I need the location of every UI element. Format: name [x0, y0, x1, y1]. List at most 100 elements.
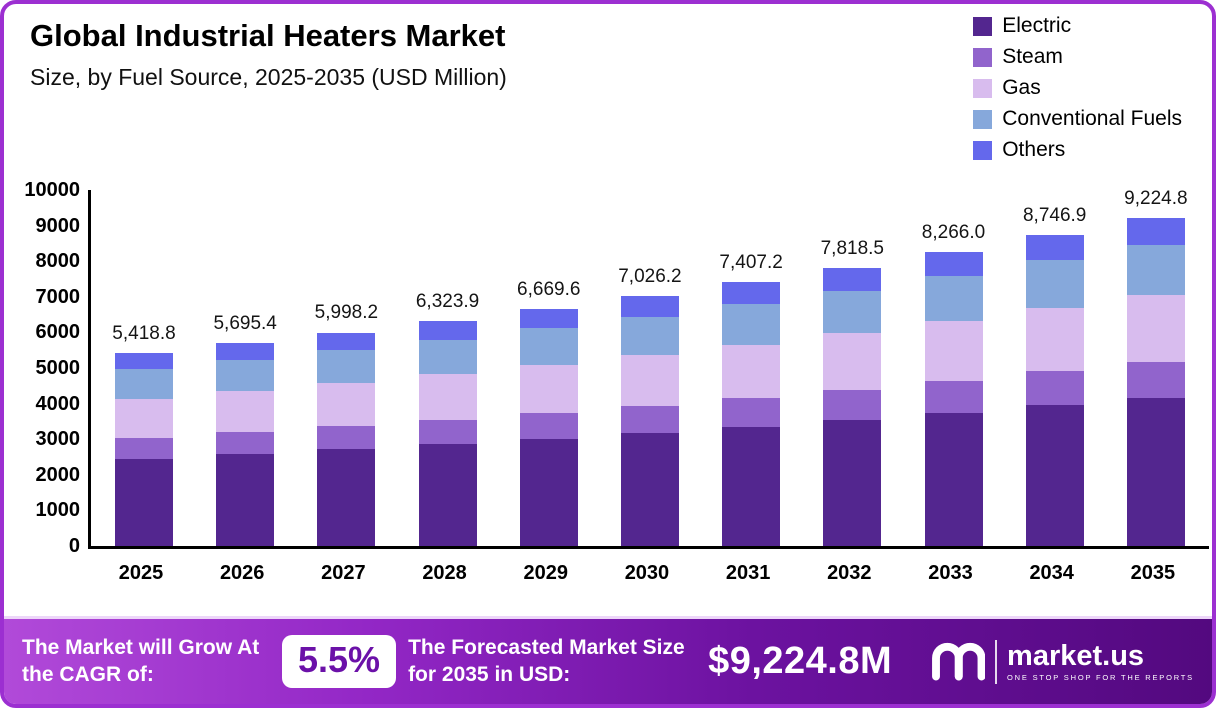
bar-segment-gas [620, 354, 679, 406]
bar-segment-conventional-fuels [1126, 244, 1185, 296]
legend-item-steam: Steam [973, 45, 1182, 69]
y-axis: 0 1000 2000 3000 4000 5000 6000 7000 8000 9000 100… [24, 179, 84, 557]
bar-segment-electric [519, 438, 578, 546]
bar-segment-gas [823, 333, 882, 390]
bar-segment-gas [722, 344, 781, 399]
bar-group-2033: 8,266.0 [922, 190, 985, 546]
bar-segment-gas [418, 374, 477, 420]
bar-segment-steam [418, 419, 477, 445]
bar-total-label: 9,224.8 [1124, 187, 1188, 209]
bar-group-2026: 5,695.4 [213, 190, 277, 546]
bar-total-label: 6,323.9 [415, 290, 480, 312]
bar-total-label: 8,746.9 [1022, 204, 1087, 226]
x-axis-label: 2032 [827, 562, 872, 584]
bar-group-2031: 7,407.2 [719, 190, 783, 546]
y-tick-label: 1000 [35, 499, 81, 522]
bar-segment-steam [924, 380, 983, 413]
bar-segment-electric [823, 420, 882, 546]
forecast-text: The Forecasted Market Size for 2035 in U… [408, 636, 685, 686]
bar-segment-gas [924, 321, 983, 381]
forecast-value: $9,224.8M [708, 640, 893, 682]
bars: 5,418.8 5,695.4 5,998.2 6,323.9 6,669.6 7,026… [91, 187, 1209, 546]
bar-total-label: 6,669.6 [517, 278, 581, 300]
bar-segment-steam [519, 412, 578, 439]
stacked-bar [620, 295, 679, 546]
bar-total-label: 7,818.5 [820, 237, 885, 259]
bar-segment-others [620, 295, 679, 317]
bar-group-2034: 8,746.9 [1022, 190, 1087, 546]
legend-swatch-icon [973, 140, 993, 160]
bar-segment-others [1025, 234, 1084, 261]
stacked-bar [924, 251, 983, 546]
bar-segment-conventional-fuels [722, 304, 781, 345]
y-tick-label: 4000 [35, 392, 81, 415]
stacked-bar [115, 353, 173, 546]
y-tick-label: 9000 [35, 214, 81, 237]
plot-area: 5,418.8 5,695.4 5,998.2 6,323.9 6,669.6 7,026… [88, 187, 1209, 549]
x-axis: 2025 2026 2027 2028 2029 2030 2031 2032 2033 2034… [88, 562, 1206, 585]
bar-group-2028: 6,323.9 [415, 190, 480, 546]
bar-segment-electric [115, 458, 173, 546]
bar-group-2035: 9,224.8 [1124, 187, 1188, 546]
bar-segment-steam [620, 405, 679, 433]
market-us-logo-icon [929, 637, 986, 686]
x-axis-label: 2029 [523, 562, 569, 584]
brand-divider [995, 639, 998, 684]
legend-item-conventional-fuels: Conventional Fuels [973, 107, 1182, 131]
stacked-bar [823, 267, 882, 546]
bar-segment-steam [115, 437, 173, 459]
footer-banner: The Market will Grow At the CAGR of: 5.5… [4, 616, 1212, 704]
stacked-bar [519, 308, 578, 546]
stacked-bar [1126, 217, 1185, 546]
bar-segment-gas [1126, 295, 1185, 362]
page-title: Global Industrial Heaters Market [30, 18, 506, 53]
bar-segment-gas [216, 391, 275, 433]
bar-group-2025: 5,418.8 [112, 190, 176, 546]
bar-segment-electric [418, 444, 477, 546]
y-tick-label: 6000 [35, 321, 81, 344]
bar-group-2032: 7,818.5 [820, 190, 885, 546]
bar-segment-conventional-fuels [418, 339, 477, 375]
legend-label: Conventional Fuels [1002, 107, 1182, 130]
x-axis-label: 2030 [624, 562, 670, 584]
bar-segment-steam [823, 389, 882, 421]
bar-total-label: 5,418.8 [112, 323, 176, 345]
y-tick-label: 7000 [35, 285, 81, 308]
bar-segment-others [519, 308, 578, 329]
legend-swatch-icon [973, 109, 993, 129]
bar-segment-electric [620, 432, 679, 546]
stacked-bar [216, 343, 275, 546]
legend-swatch-icon [973, 47, 993, 67]
brand-block: market.us ONE STOP SHOP FOR THE REPORTS [929, 637, 1194, 686]
bar-group-2027: 5,998.2 [315, 190, 378, 546]
x-axis-label: 2033 [928, 562, 973, 584]
bar-segment-conventional-fuels [216, 360, 275, 392]
bar-total-label: 5,695.4 [213, 313, 277, 335]
bar-segment-conventional-fuels [115, 369, 173, 399]
legend-label: Gas [1002, 76, 1041, 99]
bar-segment-conventional-fuels [519, 328, 578, 365]
bar-segment-conventional-fuels [620, 316, 679, 355]
x-axis-label: 2025 [118, 562, 164, 584]
legend-label: Others [1002, 138, 1066, 161]
y-tick-label: 0 [68, 535, 80, 557]
brand-tagline: ONE STOP SHOP FOR THE REPORTS [1007, 673, 1194, 683]
legend-swatch-icon [973, 16, 993, 36]
legend-label: Steam [1002, 45, 1063, 68]
bar-segment-electric [216, 454, 275, 546]
bar-segment-steam [722, 398, 781, 427]
bar-segment-gas [519, 364, 578, 413]
stacked-bar [722, 282, 781, 546]
y-tick-label: 8000 [35, 250, 81, 273]
bar-segment-conventional-fuels [317, 350, 376, 383]
legend-item-electric: Electric [973, 14, 1182, 38]
bar-segment-gas [317, 382, 376, 427]
x-axis-label: 2035 [1130, 562, 1176, 584]
cagr-text: The Market will Grow At the CAGR of: [22, 636, 260, 686]
stacked-bar [317, 332, 376, 546]
bar-segment-others [216, 343, 275, 361]
x-axis-label: 2034 [1029, 562, 1074, 584]
bar-group-2029: 6,669.6 [517, 190, 581, 546]
x-axis-label: 2026 [219, 562, 265, 584]
